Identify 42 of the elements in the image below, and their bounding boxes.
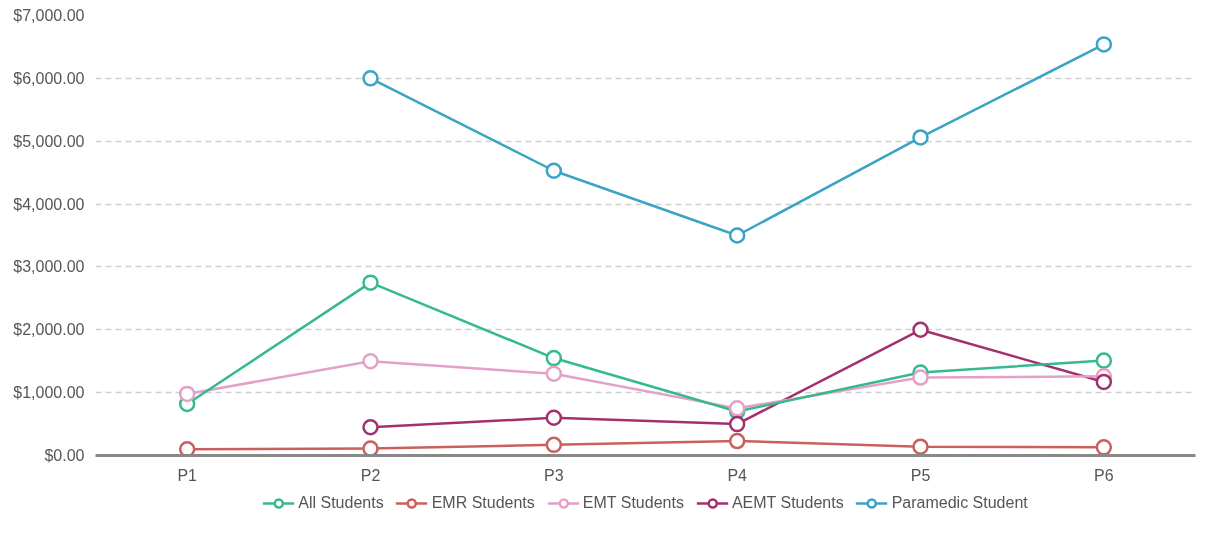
legend-label: EMT Students	[582, 494, 684, 512]
point	[912, 129, 929, 146]
point	[728, 415, 746, 433]
y-tick-label: $1,000.00	[13, 384, 85, 402]
point	[362, 352, 379, 370]
point	[1095, 439, 1113, 456]
point	[1095, 352, 1113, 369]
x-tick-label: P1	[177, 466, 198, 484]
point	[912, 369, 929, 386]
y-tick-label: $0.00	[44, 447, 85, 464]
point	[545, 349, 563, 367]
point	[545, 409, 563, 427]
x-tick-label: P4	[727, 466, 748, 484]
legend-label: EMR Students	[431, 494, 535, 512]
point	[912, 321, 929, 339]
point	[362, 274, 379, 291]
x-tick-label: P3	[544, 466, 564, 484]
point	[1095, 36, 1113, 53]
point	[178, 385, 196, 403]
y-tick-label: $6,000.00	[13, 69, 85, 87]
x-tick-label: P2	[360, 466, 381, 484]
point	[178, 440, 196, 456]
point	[545, 162, 563, 179]
point	[728, 432, 746, 450]
point	[362, 440, 379, 456]
y-tick-label: $5,000.00	[13, 132, 85, 150]
y-tick-label: $2,000.00	[13, 321, 85, 339]
x-tick-label: P6	[1094, 466, 1114, 484]
point	[1095, 373, 1113, 391]
y-tick-label: $3,000.00	[13, 258, 85, 276]
legend-label: Paramedic Student	[891, 494, 1028, 512]
legend-label: All Students	[298, 494, 384, 512]
point	[545, 436, 563, 454]
point	[728, 227, 746, 244]
y-tick-label: $7,000.00	[13, 7, 85, 24]
point	[545, 365, 563, 383]
point	[362, 418, 379, 436]
legend-label: AEMT Students	[731, 494, 844, 512]
x-tick-label: P5	[910, 466, 931, 484]
y-tick-label: $4,000.00	[13, 195, 85, 213]
point	[362, 70, 379, 87]
point	[912, 438, 929, 455]
